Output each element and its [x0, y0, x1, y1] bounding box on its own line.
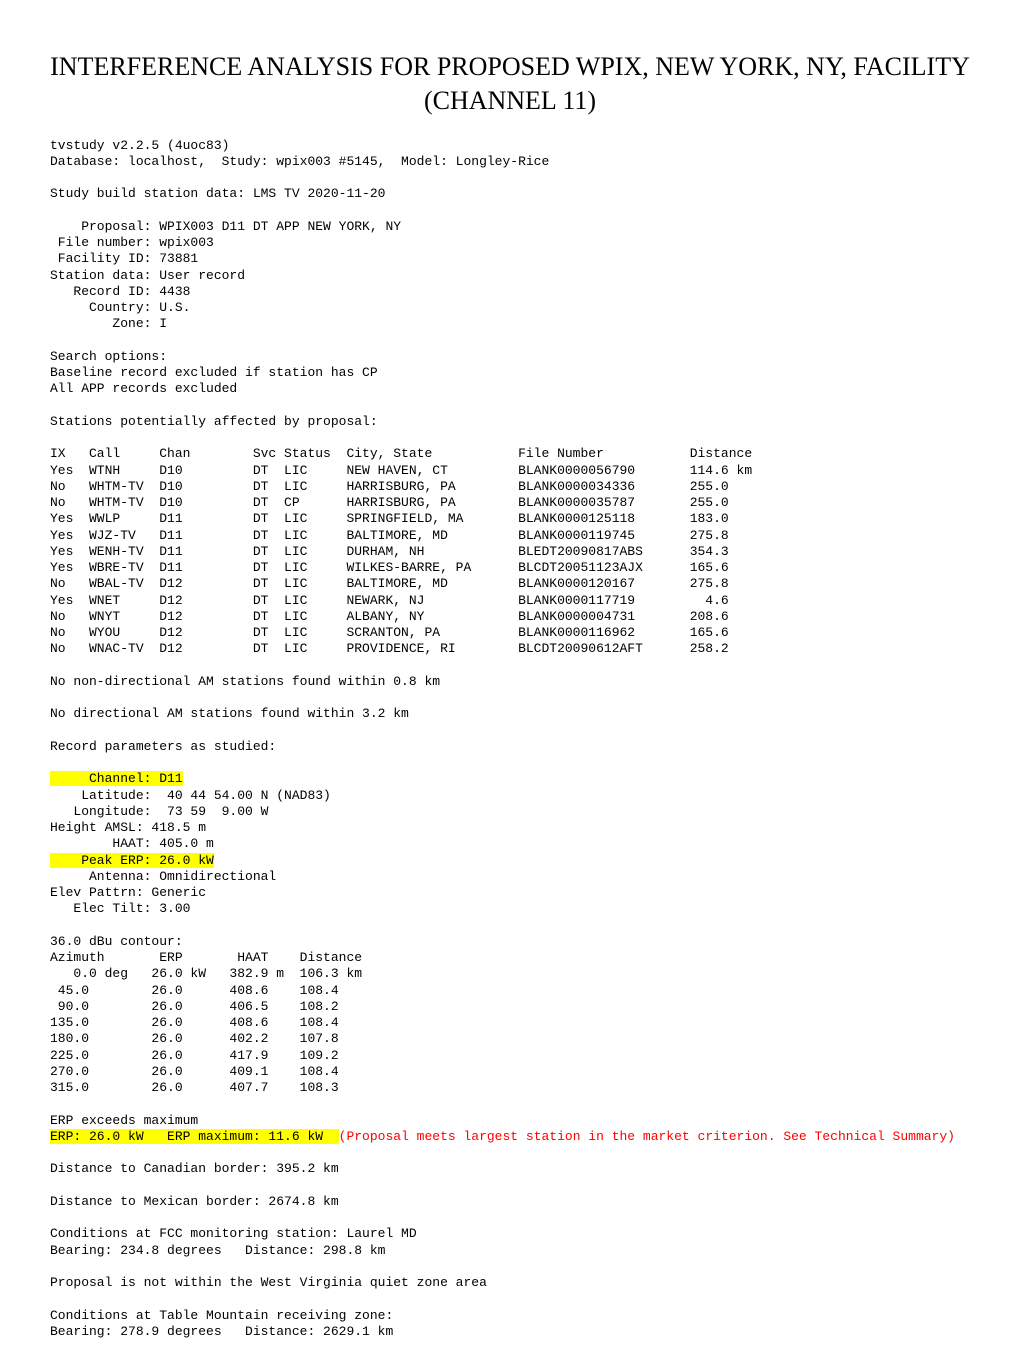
station-row: No WNAC-TV D12 DT LIC PROVIDENCE, RI BLC…: [50, 641, 729, 656]
version-line: tvstudy v2.2.5 (4uoc83): [50, 138, 229, 153]
erp-exceeds: ERP exceeds maximum: [50, 1113, 198, 1128]
erp-max-highlight: ERP: 26.0 kW ERP maximum: 11.6 kW: [50, 1129, 339, 1144]
haat: HAAT: 405.0 m: [50, 836, 214, 851]
wv-quiet-zone: Proposal is not within the West Virginia…: [50, 1275, 487, 1290]
station-row: Yes WBRE-TV D11 DT LIC WILKES-BARRE, PA …: [50, 560, 729, 575]
contour-columns: Azimuth ERP HAAT Distance: [50, 950, 362, 965]
station-row: Yes WTNH D10 DT LIC NEW HAVEN, CT BLANK0…: [50, 463, 752, 478]
params-header: Record parameters as studied:: [50, 739, 276, 754]
station-row: Yes WJZ-TV D11 DT LIC BALTIMORE, MD BLAN…: [50, 528, 729, 543]
report-body: tvstudy v2.2.5 (4uoc83) Database: localh…: [50, 138, 970, 1341]
contour-row: 45.0 26.0 408.6 108.4: [50, 983, 339, 998]
table-mountain-header: Conditions at Table Mountain receiving z…: [50, 1308, 393, 1323]
canadian-border: Distance to Canadian border: 395.2 km: [50, 1161, 339, 1176]
search-header: Search options:: [50, 349, 167, 364]
channel-highlight: Channel: D11: [50, 771, 183, 786]
station-row: No WHTM-TV D10 DT LIC HARRISBURG, PA BLA…: [50, 479, 729, 494]
elec-tilt: Elec Tilt: 3.00: [50, 901, 190, 916]
station-row: Yes WNET D12 DT LIC NEWARK, NJ BLANK0000…: [50, 593, 729, 608]
station-row: No WNYT D12 DT LIC ALBANY, NY BLANK00000…: [50, 609, 729, 624]
search-baseline: Baseline record excluded if station has …: [50, 365, 378, 380]
erp-note-red: (Proposal meets largest station in the m…: [339, 1129, 955, 1144]
database-line: Database: localhost, Study: wpix003 #514…: [50, 154, 549, 169]
contour-row: 270.0 26.0 409.1 108.4: [50, 1064, 339, 1079]
contour-row: 135.0 26.0 408.6 108.4: [50, 1015, 339, 1030]
longitude: Longitude: 73 59 9.00 W: [50, 804, 268, 819]
peak-erp-highlight: Peak ERP: 26.0 kW: [50, 853, 214, 868]
fcc-header: Conditions at FCC monitoring station: La…: [50, 1226, 417, 1241]
zone: Zone: I: [50, 316, 167, 331]
contour-row: 180.0 26.0 402.2 107.8: [50, 1031, 339, 1046]
file-number: File number: wpix003: [50, 235, 214, 250]
proposal-line: Proposal: WPIX003 D11 DT APP NEW YORK, N…: [50, 219, 401, 234]
mexican-border: Distance to Mexican border: 2674.8 km: [50, 1194, 339, 1209]
country: Country: U.S.: [50, 300, 190, 315]
contour-row: 225.0 26.0 417.9 109.2: [50, 1048, 339, 1063]
facility-id: Facility ID: 73881: [50, 251, 198, 266]
record-id: Record ID: 4438: [50, 284, 190, 299]
antenna: Antenna: Omnidirectional: [50, 869, 276, 884]
stations-header: Stations potentially affected by proposa…: [50, 414, 378, 429]
table-mountain-bearing: Bearing: 278.9 degrees Distance: 2629.1 …: [50, 1324, 393, 1339]
station-row: No WBAL-TV D12 DT LIC BALTIMORE, MD BLAN…: [50, 576, 729, 591]
station-row: No WHTM-TV D10 DT CP HARRISBURG, PA BLAN…: [50, 495, 729, 510]
build-line: Study build station data: LMS TV 2020-11…: [50, 186, 385, 201]
fcc-bearing: Bearing: 234.8 degrees Distance: 298.8 k…: [50, 1243, 385, 1258]
search-app: All APP records excluded: [50, 381, 237, 396]
station-data: Station data: User record: [50, 268, 245, 283]
station-row: Yes WENH-TV D11 DT LIC DURHAM, NH BLEDT2…: [50, 544, 729, 559]
am-nondir: No non-directional AM stations found wit…: [50, 674, 440, 689]
page-title: INTERFERENCE ANALYSIS FOR PROPOSED WPIX,…: [50, 50, 970, 118]
station-row: Yes WWLP D11 DT LIC SPRINGFIELD, MA BLAN…: [50, 511, 729, 526]
contour-header: 36.0 dBu contour:: [50, 934, 183, 949]
elev-pattern: Elev Pattrn: Generic: [50, 885, 206, 900]
height-amsl: Height AMSL: 418.5 m: [50, 820, 206, 835]
contour-row: 315.0 26.0 407.7 108.3: [50, 1080, 339, 1095]
latitude: Latitude: 40 44 54.00 N (NAD83): [50, 788, 331, 803]
station-row: No WYOU D12 DT LIC SCRANTON, PA BLANK000…: [50, 625, 729, 640]
stations-columns: IX Call Chan Svc Status City, State File…: [50, 446, 752, 461]
am-dir: No directional AM stations found within …: [50, 706, 409, 721]
contour-row: 90.0 26.0 406.5 108.2: [50, 999, 339, 1014]
contour-row: 0.0 deg 26.0 kW 382.9 m 106.3 km: [50, 966, 362, 981]
